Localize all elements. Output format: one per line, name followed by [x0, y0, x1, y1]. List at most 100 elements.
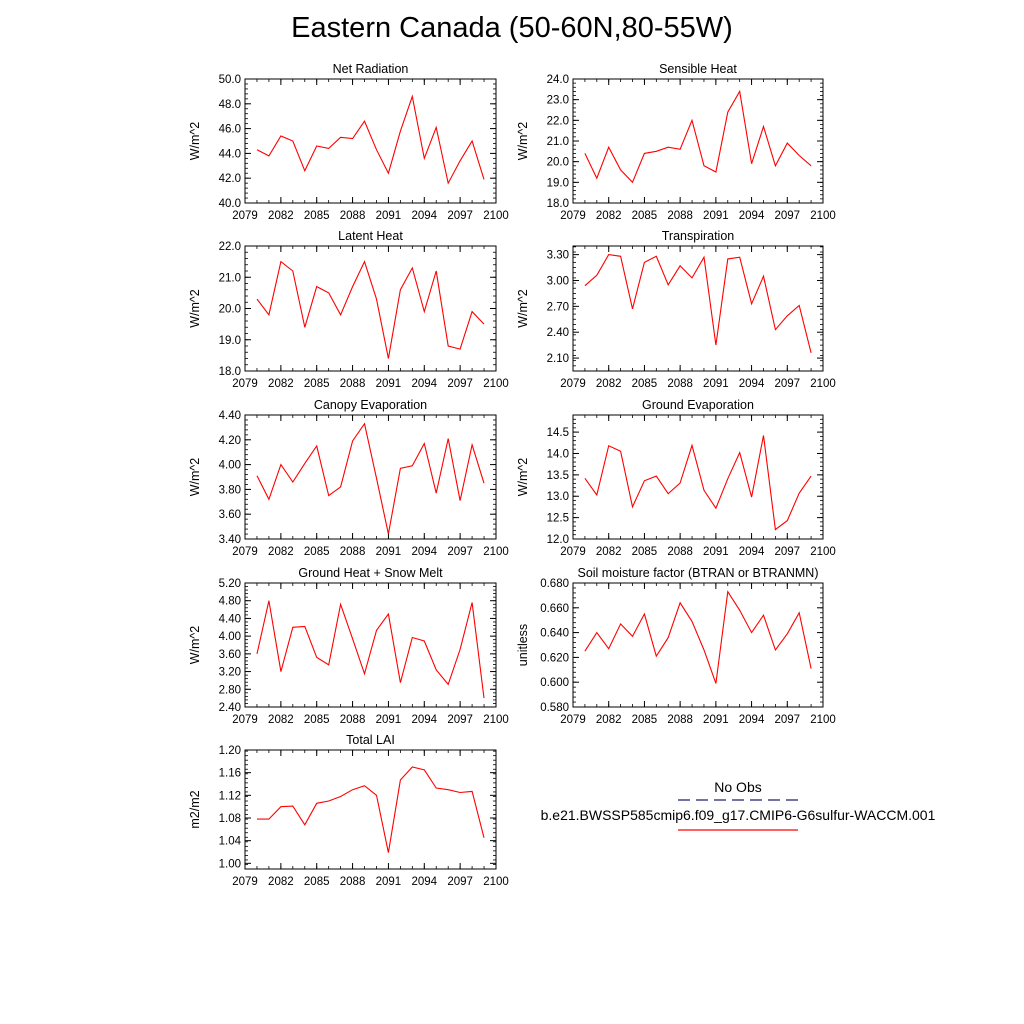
x-tick-label: 2091: [703, 378, 729, 390]
panel-total-lai: 1.00 1.04 1.08 1.12 1.16 1.20 2079 2082 2085 2088…: [188, 733, 509, 888]
y-tick-label: 4.40: [219, 613, 241, 625]
x-tick-label: 2088: [340, 876, 366, 888]
x-tick-label: 2079: [232, 546, 258, 558]
y-tick-label: 4.00: [219, 460, 241, 472]
x-tick-label: 2091: [376, 210, 402, 222]
y-tick-label: 3.60: [219, 509, 241, 521]
x-tick-label: 2085: [632, 210, 658, 222]
panel-title: Transpiration: [662, 229, 735, 243]
x-tick-label: 2094: [739, 378, 765, 390]
x-tick-label: 2097: [447, 546, 473, 558]
x-tick-label: 2097: [774, 714, 800, 726]
x-tick-label: 2079: [232, 714, 258, 726]
x-tick-label: 2082: [596, 546, 622, 558]
y-tick-label: 21.0: [547, 136, 569, 148]
y-tick-label: 0.620: [540, 652, 569, 664]
x-tick-label: 2091: [376, 876, 402, 888]
x-tick-label: 2079: [232, 876, 258, 888]
panel-title: Ground Heat + Snow Melt: [298, 566, 443, 580]
series-line: [584, 435, 812, 531]
y-tick-label: 22.0: [219, 241, 241, 253]
panel-ground-evaporation: 12.0 12.5 13.0 13.5 14.0 14.5 2079 2082 2085 2088…: [516, 398, 836, 558]
y-axis-label: unitless: [516, 624, 530, 666]
panel-net-radiation: 40.0 42.0 44.0 46.0 48.0 50.0 2079 2082 2085 2088…: [188, 62, 509, 222]
x-tick-label: 2100: [483, 546, 509, 558]
y-tick-label: 12.0: [547, 534, 569, 546]
x-tick-label: 2097: [774, 210, 800, 222]
x-tick-label: 2094: [739, 714, 765, 726]
panel-ground-heat-snow-melt: 2.40 2.80 3.20 3.60 4.00 4.40 4.80 5.20 2079 2082…: [188, 566, 509, 726]
y-tick-label: 0.580: [540, 702, 569, 714]
y-tick-label: 1.04: [219, 836, 242, 848]
x-tick-label: 2085: [304, 210, 330, 222]
series-line: [256, 600, 485, 699]
y-tick-label: 20.0: [547, 157, 569, 169]
series-line: [584, 89, 812, 184]
panel-title: Soil moisture factor (BTRAN or BTRANMN): [577, 566, 818, 580]
panel-title: Latent Heat: [338, 229, 403, 243]
x-tick-label: 2091: [703, 210, 729, 222]
x-tick-label: 2097: [447, 210, 473, 222]
y-tick-label: 18.0: [219, 366, 241, 378]
x-tick-label: 2097: [774, 546, 800, 558]
x-tick-label: 2079: [232, 210, 258, 222]
x-tick-label: 2094: [411, 378, 437, 390]
x-tick-label: 2094: [739, 546, 765, 558]
panel-title: Canopy Evaporation: [314, 398, 427, 412]
x-tick-label: 2088: [667, 714, 693, 726]
y-tick-label: 50.0: [219, 74, 241, 86]
x-tick-label: 2085: [304, 546, 330, 558]
y-tick-label: 3.80: [219, 484, 241, 496]
plot-frame: [244, 582, 497, 708]
x-tick-label: 2079: [560, 210, 586, 222]
y-tick-label: 21.0: [219, 272, 241, 284]
x-tick-label: 2100: [810, 546, 836, 558]
y-tick-label: 44.0: [219, 148, 241, 160]
x-tick-label: 2100: [810, 714, 836, 726]
x-tick-label: 2100: [483, 876, 509, 888]
x-tick-label: 2091: [376, 546, 402, 558]
panel-title: Ground Evaporation: [642, 398, 754, 412]
x-tick-label: 2082: [596, 714, 622, 726]
y-tick-label: 0.640: [540, 628, 569, 640]
x-tick-label: 2088: [340, 210, 366, 222]
y-axis-label: m2/m2: [188, 790, 202, 828]
panel-transpiration: 2.10 2.40 2.70 3.00 3.30 2079 2082 2085 2088 2091…: [516, 229, 836, 390]
panel-latent-heat: 18.0 19.0 20.0 21.0 22.0 2079 2082 2085 2088 2091…: [188, 229, 509, 390]
x-tick-label: 2094: [411, 714, 437, 726]
x-tick-label: 2082: [268, 210, 294, 222]
legend-label-case: b.e21.BWSSP585cmip6.f09_g17.CMIP6-G6sulf…: [540, 807, 936, 823]
y-tick-label: 4.40: [219, 410, 241, 422]
plot-frame: [572, 245, 824, 372]
y-tick-label: 2.80: [219, 684, 241, 696]
series-line: [584, 590, 812, 684]
x-tick-label: 2085: [304, 876, 330, 888]
y-tick-label: 1.00: [219, 858, 241, 870]
x-tick-label: 2088: [340, 714, 366, 726]
y-tick-label: 4.20: [219, 435, 241, 447]
y-tick-label: 20.0: [219, 304, 241, 316]
x-tick-label: 2100: [810, 210, 836, 222]
series-line: [256, 94, 485, 185]
x-tick-label: 2091: [703, 714, 729, 726]
x-tick-label: 2100: [810, 378, 836, 390]
panel-soil-moisture-factor: 0.580 0.600 0.620 0.640 0.660 0.680 2079 2082 20…: [516, 566, 836, 726]
panel-title: Net Radiation: [333, 62, 409, 76]
x-tick-label: 2097: [447, 714, 473, 726]
series-line: [584, 254, 812, 354]
x-tick-label: 2085: [304, 378, 330, 390]
plot-frame: [244, 245, 497, 372]
x-tick-label: 2085: [632, 546, 658, 558]
series-line: [257, 766, 485, 853]
y-tick-label: 40.0: [219, 198, 241, 210]
x-tick-label: 2091: [376, 714, 402, 726]
x-tick-label: 2085: [632, 378, 658, 390]
y-tick-label: 1.16: [219, 768, 241, 780]
y-tick-label: 22.0: [547, 115, 569, 127]
y-tick-label: 1.20: [219, 745, 241, 757]
y-tick-label: 14.0: [547, 448, 569, 460]
y-tick-label: 3.20: [219, 667, 241, 679]
x-tick-label: 2088: [667, 378, 693, 390]
y-tick-label: 3.40: [219, 534, 241, 546]
